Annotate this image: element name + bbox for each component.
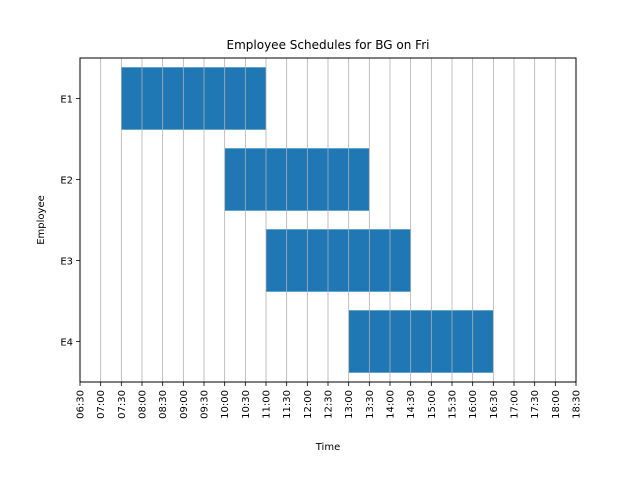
x-axis-ticks: 06:30 07:00 07:30 08:00 08:30 09:00 09:30 10:00… [76,382,583,419]
x-tick-label: 13:30 [365,390,376,419]
x-tick-label: 15:30 [448,390,459,419]
x-tick-label: 07:30 [117,390,128,419]
x-tick-label: 08:30 [158,390,169,419]
x-tick-label: 18:00 [551,390,562,419]
x-tick-label: 16:00 [468,390,479,419]
shift-bar-e3 [266,229,411,292]
x-tick-label: 18:30 [572,390,583,419]
bars [121,67,494,373]
x-tick-label: 09:30 [200,390,211,419]
x-tick-label: 13:00 [344,390,355,419]
x-tick-label: 14:30 [406,390,417,419]
y-tick-label: E4 [60,338,73,349]
x-tick-label: 10:30 [241,390,252,419]
y-tick-label: E2 [60,176,73,187]
y-tick-label: E1 [60,95,73,106]
y-tick-label: E3 [60,257,73,268]
y-axis-ticks: E1 E2 E3 E4 [60,95,80,349]
x-tick-label: 17:00 [510,390,521,419]
chart-title: Employee Schedules for BG on Fri [227,38,430,52]
x-tick-label: 12:00 [303,390,314,419]
x-tick-label: 11:00 [262,390,273,419]
x-tick-label: 14:00 [386,390,397,419]
x-tick-label: 09:00 [179,390,190,419]
x-tick-label: 10:00 [220,390,231,419]
x-tick-label: 15:00 [427,390,438,419]
y-axis-label: Employee [36,195,47,245]
shift-bar-e4 [348,310,494,373]
x-tick-label: 12:30 [324,390,335,419]
x-tick-label: 17:30 [530,390,541,419]
x-tick-label: 08:00 [138,390,149,419]
x-tick-label: 06:30 [76,390,87,419]
x-axis-label: Time [315,442,340,453]
x-tick-label: 11:30 [282,390,293,419]
shift-bar-e1 [121,67,266,130]
x-tick-label: 07:00 [96,390,107,419]
shift-bar-e2 [224,148,370,211]
x-tick-label: 16:30 [489,390,500,419]
